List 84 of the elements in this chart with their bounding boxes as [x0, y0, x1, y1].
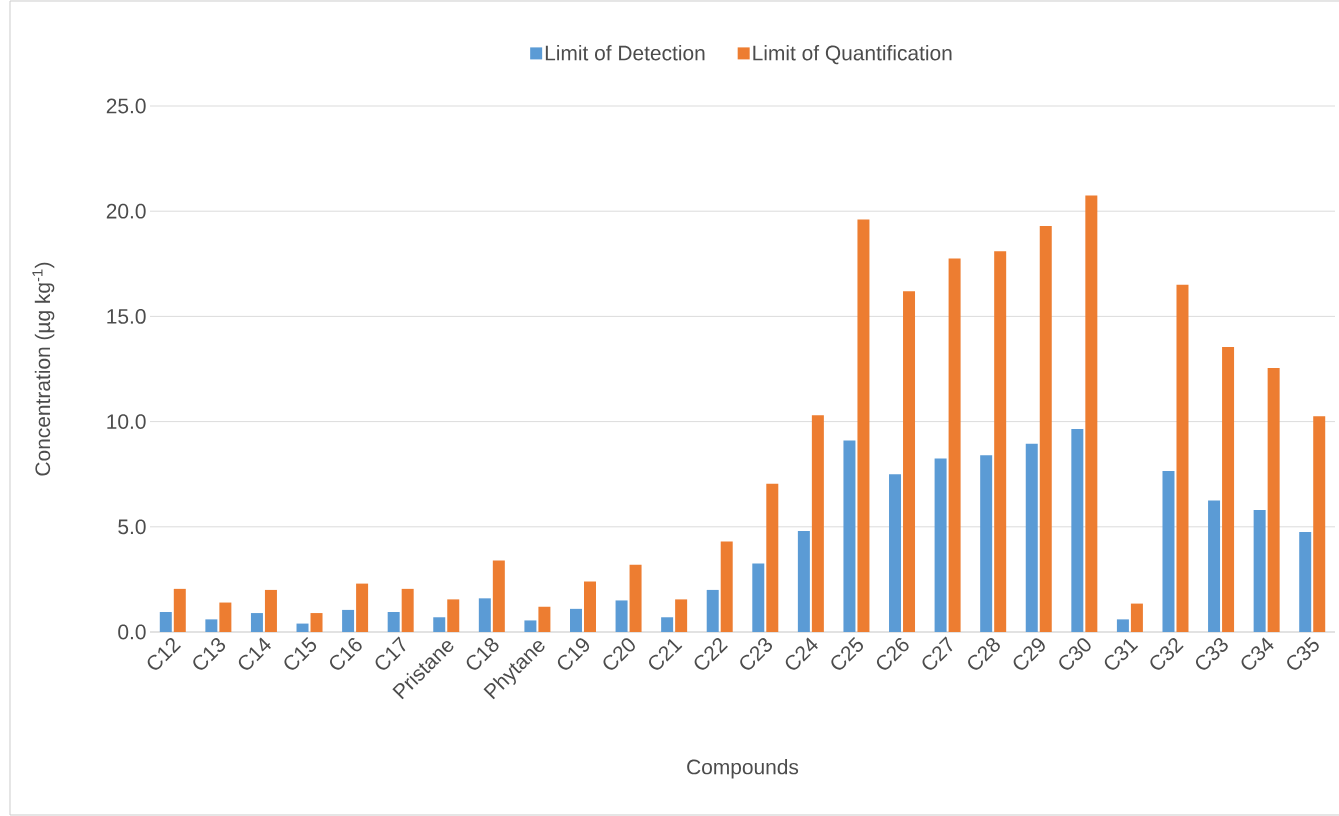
bar	[433, 617, 446, 632]
x-tick-label: C25	[831, 636, 863, 670]
bar	[310, 613, 323, 632]
bar	[492, 560, 505, 632]
y-tick-label: 15.0	[107, 308, 146, 324]
bar	[264, 589, 277, 632]
bar	[342, 609, 355, 632]
x-tick-label: C15	[284, 636, 317, 670]
bar	[615, 600, 628, 632]
bar	[994, 251, 1007, 632]
bar	[1071, 428, 1084, 632]
x-tick-label: C14	[238, 637, 271, 670]
x-tick-label: C19	[557, 638, 590, 670]
bar	[205, 619, 218, 632]
x-tick-label: C24	[785, 637, 818, 670]
bar	[903, 291, 916, 632]
bar	[1208, 500, 1221, 632]
bar	[843, 440, 856, 632]
x-tick-label: C13	[193, 638, 226, 670]
bar	[1267, 367, 1280, 632]
bar	[401, 588, 414, 632]
legend-label: Limit of Quantification	[753, 45, 952, 65]
bar	[387, 612, 400, 632]
x-tick-label: C20	[603, 638, 635, 670]
bar	[173, 588, 186, 632]
x-tick-label: C31	[1104, 638, 1139, 670]
bar	[1085, 195, 1098, 632]
bar	[478, 598, 491, 632]
bar	[159, 612, 172, 632]
bar	[1025, 443, 1038, 632]
bar	[661, 617, 674, 632]
y-tick-label: 25.0	[106, 98, 146, 114]
bar	[447, 599, 460, 632]
x-tick-label: C35	[1287, 636, 1319, 670]
bar	[296, 623, 309, 632]
bar	[720, 541, 733, 632]
x-tick-label: C22	[694, 638, 728, 670]
bar	[797, 531, 810, 632]
bar	[1130, 603, 1143, 632]
bar	[889, 474, 902, 632]
bar	[857, 219, 870, 632]
bar	[948, 258, 961, 632]
bar	[675, 599, 688, 632]
x-axis-title: Compounds	[687, 759, 799, 779]
bar	[934, 458, 947, 632]
bar	[980, 455, 993, 632]
bar	[766, 483, 779, 632]
x-tick-label: C16	[330, 638, 362, 670]
x-tick-label: C23	[740, 638, 773, 670]
y-tick-label: 5.0	[118, 519, 146, 535]
bar	[219, 602, 232, 632]
x-tick-label: C27	[922, 636, 953, 670]
bar	[629, 564, 642, 632]
bar	[250, 613, 263, 632]
y-tick-label: 20.0	[106, 203, 146, 219]
y-axis-title: Concentration (µg kg$^{-1}$)	[32, 262, 55, 476]
x-tick-label: C33	[1195, 638, 1228, 670]
bar	[1116, 619, 1129, 632]
bar	[1299, 532, 1312, 632]
bar	[538, 606, 551, 632]
x-tick-label: C30	[1059, 638, 1091, 670]
x-tick-label: C12	[147, 638, 181, 670]
bar	[811, 415, 824, 632]
bar	[524, 620, 537, 632]
bar	[1253, 509, 1266, 632]
x-tick-label: C26	[876, 638, 909, 670]
x-tick-label: C32	[1150, 638, 1184, 670]
bar	[583, 581, 596, 632]
bar	[1313, 416, 1326, 632]
bar	[1162, 471, 1175, 632]
x-tick-label: C34	[1241, 637, 1274, 670]
x-tick-label: C29	[1013, 638, 1045, 670]
y-tick-label: 0.0	[118, 624, 146, 640]
legend-label: Limit of Detection	[545, 45, 705, 61]
bar	[1176, 284, 1189, 632]
x-tick-label: C28	[968, 638, 1000, 670]
bar	[752, 563, 765, 632]
bar	[356, 583, 369, 632]
bar	[569, 608, 582, 632]
bar	[1222, 346, 1235, 632]
y-tick-label: 10.0	[107, 414, 146, 429]
bar	[1039, 225, 1052, 632]
x-tick-label: C21	[649, 638, 683, 670]
bar	[706, 589, 719, 632]
